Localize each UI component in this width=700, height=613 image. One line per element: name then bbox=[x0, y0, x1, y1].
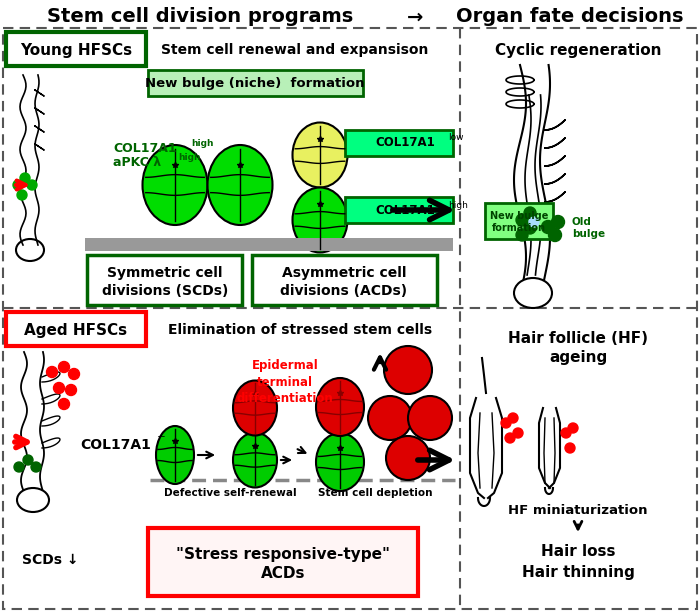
Text: Stem cell depletion: Stem cell depletion bbox=[318, 488, 433, 498]
Ellipse shape bbox=[207, 145, 272, 225]
Text: New bulge
formation: New bulge formation bbox=[490, 211, 548, 233]
Ellipse shape bbox=[233, 433, 277, 487]
Text: COL17A1: COL17A1 bbox=[80, 438, 151, 452]
Text: high: high bbox=[191, 139, 214, 148]
Circle shape bbox=[505, 433, 515, 443]
Circle shape bbox=[46, 367, 57, 378]
Text: Hair follicle (HF)
ageing: Hair follicle (HF) ageing bbox=[508, 330, 648, 365]
Text: COL17A1: COL17A1 bbox=[375, 137, 435, 150]
Text: low: low bbox=[448, 134, 463, 142]
Bar bbox=[6, 32, 146, 66]
Ellipse shape bbox=[143, 145, 207, 225]
Text: Cyclic regeneration: Cyclic regeneration bbox=[495, 42, 662, 58]
Ellipse shape bbox=[156, 426, 194, 484]
Circle shape bbox=[59, 362, 69, 373]
Text: Epidermal
terminal
differentiation: Epidermal terminal differentiation bbox=[237, 359, 333, 405]
Circle shape bbox=[524, 222, 536, 234]
Circle shape bbox=[524, 207, 536, 219]
Bar bbox=[6, 312, 146, 346]
Circle shape bbox=[568, 423, 578, 433]
Ellipse shape bbox=[16, 239, 44, 261]
Circle shape bbox=[516, 229, 528, 241]
Bar bbox=[148, 70, 363, 96]
Circle shape bbox=[66, 384, 76, 395]
Circle shape bbox=[513, 428, 523, 438]
Text: "Stress responsive-type"
ACDs: "Stress responsive-type" ACDs bbox=[176, 547, 390, 581]
Circle shape bbox=[13, 180, 23, 190]
Bar bbox=[345, 130, 453, 156]
Text: Symmetric cell
divisions (SCDs): Symmetric cell divisions (SCDs) bbox=[102, 266, 228, 298]
Text: →: → bbox=[407, 7, 424, 26]
Bar bbox=[485, 203, 553, 239]
Circle shape bbox=[27, 180, 37, 190]
Text: COL17A1: COL17A1 bbox=[375, 204, 435, 216]
Text: high: high bbox=[448, 200, 468, 210]
Text: high: high bbox=[178, 153, 200, 162]
Ellipse shape bbox=[384, 346, 432, 394]
Text: New bulge (niche)  formation: New bulge (niche) formation bbox=[146, 77, 365, 91]
Circle shape bbox=[561, 428, 571, 438]
Bar bbox=[87, 255, 242, 305]
Text: Old
bulge: Old bulge bbox=[572, 217, 605, 239]
Ellipse shape bbox=[316, 433, 364, 491]
Text: Aged HFSCs: Aged HFSCs bbox=[25, 322, 127, 338]
Bar bbox=[252, 255, 437, 305]
Text: aPKC λ: aPKC λ bbox=[113, 156, 161, 170]
Circle shape bbox=[17, 190, 27, 200]
Circle shape bbox=[20, 173, 30, 183]
Bar bbox=[148, 528, 418, 596]
Text: SCDs ↓: SCDs ↓ bbox=[22, 553, 78, 567]
Circle shape bbox=[529, 217, 539, 227]
Text: Stem cell division programs: Stem cell division programs bbox=[47, 7, 353, 26]
Ellipse shape bbox=[293, 123, 347, 188]
Circle shape bbox=[516, 214, 528, 226]
Ellipse shape bbox=[408, 396, 452, 440]
Ellipse shape bbox=[386, 436, 430, 480]
Text: Young HFSCs: Young HFSCs bbox=[20, 42, 132, 58]
Ellipse shape bbox=[233, 381, 277, 435]
Circle shape bbox=[549, 229, 561, 242]
Circle shape bbox=[23, 455, 33, 465]
Text: ⁻: ⁻ bbox=[157, 431, 166, 449]
Circle shape bbox=[508, 413, 518, 423]
Ellipse shape bbox=[368, 396, 412, 440]
Text: Organ fate decisions: Organ fate decisions bbox=[456, 7, 684, 26]
Bar bbox=[345, 197, 453, 223]
Text: Stem cell renewal and expansison: Stem cell renewal and expansison bbox=[161, 43, 428, 57]
Circle shape bbox=[59, 398, 69, 409]
Text: Asymmetric cell
divisions (ACDs): Asymmetric cell divisions (ACDs) bbox=[281, 266, 407, 298]
Circle shape bbox=[31, 462, 41, 472]
Circle shape bbox=[14, 462, 24, 472]
Ellipse shape bbox=[316, 378, 364, 436]
Circle shape bbox=[565, 443, 575, 453]
Ellipse shape bbox=[514, 278, 552, 308]
Ellipse shape bbox=[293, 188, 347, 253]
Text: COL17A1: COL17A1 bbox=[113, 142, 176, 154]
Circle shape bbox=[69, 368, 80, 379]
Bar bbox=[85, 238, 453, 251]
Text: Defective self-renewal: Defective self-renewal bbox=[164, 488, 296, 498]
Circle shape bbox=[542, 221, 554, 234]
Ellipse shape bbox=[17, 488, 49, 512]
Circle shape bbox=[53, 383, 64, 394]
Circle shape bbox=[501, 418, 511, 428]
Circle shape bbox=[552, 216, 564, 229]
Text: Hair loss
Hair thinning: Hair loss Hair thinning bbox=[522, 544, 634, 580]
Text: Elimination of stressed stem cells: Elimination of stressed stem cells bbox=[168, 323, 432, 337]
Text: HF miniaturization: HF miniaturization bbox=[508, 503, 648, 517]
